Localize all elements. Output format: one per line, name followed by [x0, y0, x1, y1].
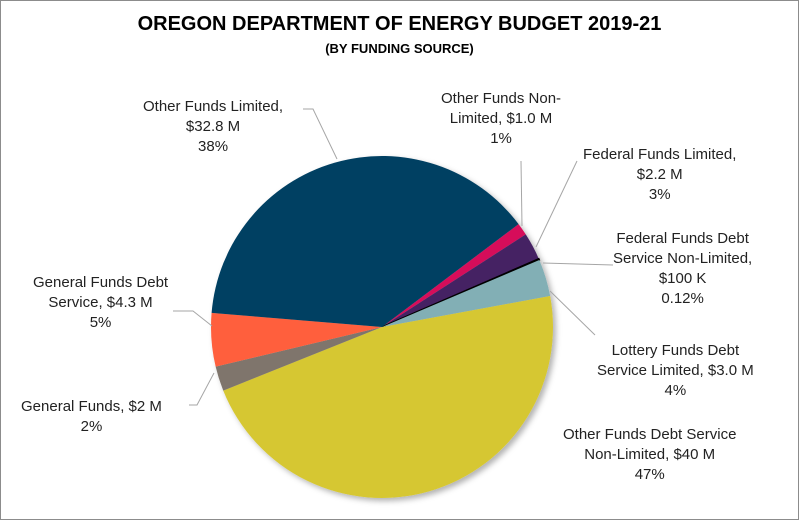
pie-slice-other-funds-debt-service-non-limited — [223, 296, 554, 498]
leader-line — [189, 372, 215, 406]
data-label-lottery-funds: Lottery Funds Debt Service Limited, $3.0 … — [597, 342, 754, 399]
chart-subtitle: (BY FUNDING SOURCE) — [325, 41, 474, 56]
leader-line — [303, 108, 338, 160]
pie-slice-federal-funds-debt-service-non-limited — [381, 257, 541, 328]
pie-slice-federal-funds-limited — [382, 234, 539, 327]
data-label-other-funds-limited: Other Funds Limited, $32.8 M 38% — [143, 98, 284, 155]
data-label-other-funds-debt-service: Other Funds Debt Service Non-Limited, $40… — [563, 426, 737, 483]
leader-line — [549, 290, 596, 336]
leader-line — [542, 262, 614, 266]
leader-line — [535, 160, 578, 248]
data-label-federal-funds-debt-service: Federal Funds Debt Service Non-Limited, $1… — [613, 230, 753, 307]
data-label-general-funds: General Funds, $2 M 2% — [21, 398, 162, 435]
pie-slice-other-funds-non-limited — [382, 224, 526, 327]
data-label-other-funds-non-limited: Other Funds Non- Limited, $1.0 M 1% — [441, 90, 562, 147]
chart-title: OREGON DEPARTMENT OF ENERGY BUDGET 2019-… — [137, 13, 662, 35]
data-label-general-funds-debt-service: General Funds Debt Service, $4.3 M 5% — [33, 274, 169, 331]
data-label-federal-funds-limited: Federal Funds Limited, $2.2 M 3% — [583, 146, 737, 203]
leader-line — [173, 310, 213, 327]
pie-slice-other-funds-limited — [211, 156, 519, 327]
pie-slice-lottery-funds-debt-service-limited — [382, 259, 551, 327]
leader-line — [520, 160, 523, 227]
pie-slice-general-funds — [215, 327, 382, 391]
pie-slice-general-funds-debt-service — [211, 312, 382, 367]
